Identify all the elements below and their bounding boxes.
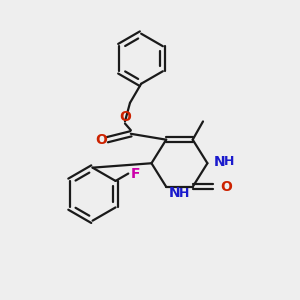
- Text: O: O: [119, 110, 131, 124]
- Text: O: O: [95, 133, 107, 147]
- Text: N: N: [214, 155, 226, 169]
- Text: O: O: [220, 180, 232, 194]
- Text: H: H: [179, 187, 190, 200]
- Text: H: H: [224, 155, 234, 168]
- Text: N: N: [169, 186, 181, 200]
- Text: F: F: [130, 167, 140, 181]
